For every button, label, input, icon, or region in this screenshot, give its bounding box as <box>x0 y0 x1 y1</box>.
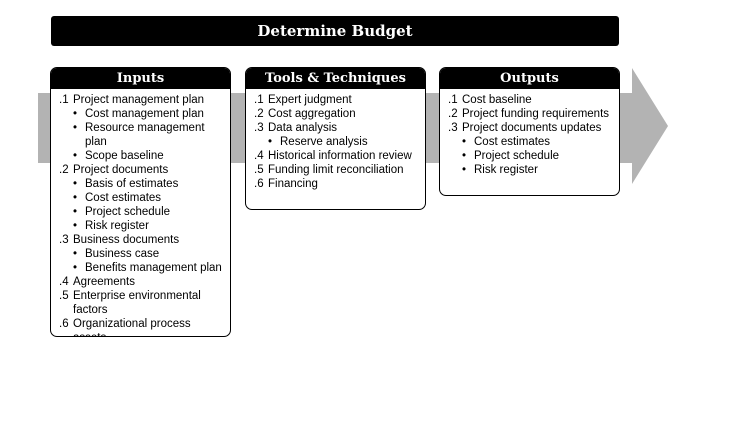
item-label: Cost baseline <box>462 94 532 106</box>
item-label: Cost aggregation <box>268 108 356 120</box>
bullet-icon: • <box>73 192 78 204</box>
sub-item: • Project schedule <box>59 205 224 219</box>
sub-item-label: Resource management plan <box>85 122 205 148</box>
list-item: .4 Agreements <box>59 275 224 289</box>
sub-item: • Basis of estimates <box>59 177 224 191</box>
bullet-icon: • <box>73 108 78 120</box>
item-number: .5 <box>59 290 69 302</box>
item-number: .2 <box>448 108 458 120</box>
list-item: .4 Historical information review <box>254 149 419 163</box>
item-number: .4 <box>59 276 69 288</box>
sub-item: • Risk register <box>448 163 613 177</box>
item-number: .1 <box>254 94 264 106</box>
item-label: Project documents updates <box>462 122 602 134</box>
item-label: Enterprise environmental factors <box>73 290 201 316</box>
tools-heading: Tools & Techniques <box>246 68 425 89</box>
list-item: .3 Business documents <box>59 233 224 247</box>
sub-item: • Cost estimates <box>59 191 224 205</box>
sub-item: • Business case <box>59 247 224 261</box>
item-label: Agreements <box>73 276 136 288</box>
inputs-heading: Inputs <box>51 68 230 89</box>
sub-item: • Benefits management plan <box>59 261 224 275</box>
item-label: Data analysis <box>268 122 338 134</box>
sub-item-label: Risk register <box>85 220 149 232</box>
sub-item-label: Risk register <box>474 164 538 176</box>
sub-item-label: Cost estimates <box>85 192 162 204</box>
item-number: .2 <box>59 164 69 176</box>
item-label: Project documents <box>73 164 169 176</box>
sub-item-label: Scope baseline <box>85 150 164 162</box>
outputs-heading: Outputs <box>440 68 619 89</box>
list-item: .6 Organizational process assets <box>59 317 224 336</box>
bullet-icon: • <box>73 220 78 232</box>
bullet-icon: • <box>462 164 467 176</box>
bullet-icon: • <box>73 122 78 134</box>
item-label: Project funding requirements <box>462 108 610 120</box>
outputs-list: .1 Cost baseline .2 Project funding require… <box>440 89 619 183</box>
list-item: .1 Project management plan <box>59 93 224 107</box>
bullet-icon: • <box>462 150 467 162</box>
page-title: Determine Budget <box>51 16 619 46</box>
sub-item-label: Basis of estimates <box>85 178 179 190</box>
sub-item: • Reserve analysis <box>254 135 419 149</box>
list-item: .5 Funding limit reconciliation <box>254 163 419 177</box>
bullet-icon: • <box>73 178 78 190</box>
item-number: .5 <box>254 164 264 176</box>
item-number: .2 <box>254 108 264 120</box>
item-label: Historical information review <box>268 150 412 162</box>
bullet-icon: • <box>73 206 78 218</box>
bullet-icon: • <box>73 248 78 260</box>
list-item: .6 Financing <box>254 177 419 191</box>
item-label: Project management plan <box>73 94 205 106</box>
sub-item: • Scope baseline <box>59 149 224 163</box>
tools-box: Tools & Techniques .1 Expert judgment .2 Co… <box>245 67 426 210</box>
item-number: .3 <box>59 234 69 246</box>
bullet-icon: • <box>73 150 78 162</box>
item-label: Financing <box>268 178 318 190</box>
list-item: .1 Expert judgment <box>254 93 419 107</box>
sub-item-label: Benefits management plan <box>85 262 222 274</box>
sub-item-label: Cost management plan <box>85 108 204 120</box>
list-item: .2 Project funding requirements <box>448 107 613 121</box>
item-number: .3 <box>254 122 264 134</box>
inputs-list: .1 Project management plan • Cost managemen… <box>51 89 230 336</box>
sub-item-label: Business case <box>85 248 160 260</box>
item-number: .1 <box>448 94 458 106</box>
bullet-icon: • <box>73 262 78 274</box>
sub-item-label: Project schedule <box>474 150 560 162</box>
sub-item: • Cost management plan <box>59 107 224 121</box>
item-number: .4 <box>254 150 264 162</box>
item-label: Funding limit reconciliation <box>268 164 404 176</box>
item-label: Business documents <box>73 234 180 246</box>
tools-list: .1 Expert judgment .2 Cost aggregation .3 Dat… <box>246 89 425 197</box>
item-number: .3 <box>448 122 458 134</box>
item-number: .1 <box>59 94 69 106</box>
sub-item-label: Reserve analysis <box>280 136 368 148</box>
sub-item: • Risk register <box>59 219 224 233</box>
list-item: .3 Project documents updates <box>448 121 613 135</box>
list-item: .3 Data analysis <box>254 121 419 135</box>
bullet-icon: • <box>462 136 467 148</box>
inputs-box: Inputs .1 Project management plan • Cost ma… <box>50 67 231 337</box>
list-item: .5 Enterprise environmental factors <box>59 289 224 317</box>
sub-item: • Project schedule <box>448 149 613 163</box>
item-label: Organizational process assets <box>73 318 191 336</box>
sub-item: • Resource management plan <box>59 121 224 149</box>
sub-item: • Cost estimates <box>448 135 613 149</box>
sub-item-label: Cost estimates <box>474 136 551 148</box>
list-item: .2 Project documents <box>59 163 224 177</box>
list-item: .1 Cost baseline <box>448 93 613 107</box>
item-number: .6 <box>59 318 69 330</box>
item-label: Expert judgment <box>268 94 352 106</box>
list-item: .2 Cost aggregation <box>254 107 419 121</box>
bullet-icon: • <box>268 136 273 148</box>
item-number: .6 <box>254 178 264 190</box>
sub-item-label: Project schedule <box>85 206 171 218</box>
outputs-box: Outputs .1 Cost baseline .2 Project funding… <box>439 67 620 196</box>
